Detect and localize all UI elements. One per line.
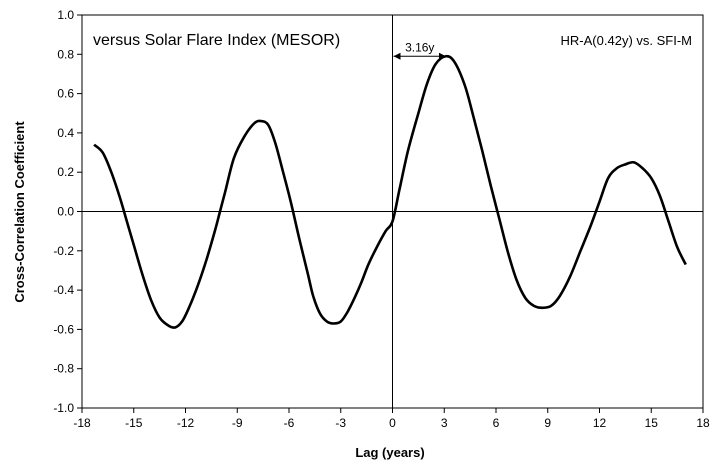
y-tick-label: 0.4 — [57, 126, 74, 140]
plot-layer — [93, 54, 687, 329]
y-tick-label: -0.2 — [53, 244, 74, 258]
axis-layer: -18 -15 -12 -9 -6 -3 0 3 6 9 12 15 18 1.0 0.8 0.6 0.4 0.2… — [53, 8, 710, 430]
x-axis-title: Lag (years) — [355, 445, 424, 460]
annotation-layer: versus Solar Flare Index (MESOR) HR-A(0.… — [12, 32, 692, 460]
series-label: HR-A(0.42y) vs. SFI-M — [561, 33, 692, 48]
x-tick-label: -12 — [177, 416, 195, 430]
y-tick-label: -0.4 — [53, 283, 74, 297]
y-tick-label: 0.0 — [57, 205, 74, 219]
x-tick-label: 15 — [645, 416, 659, 430]
x-tick-label: 18 — [696, 416, 710, 430]
x-tick-label: -18 — [73, 416, 91, 430]
y-tick-label: -0.6 — [53, 322, 74, 336]
x-tick-label: 0 — [389, 416, 396, 430]
y-tick-label: -1.0 — [53, 401, 74, 415]
x-tick-label: 3 — [441, 416, 448, 430]
y-tick-label: 1.0 — [57, 8, 74, 22]
y-axis-title: Cross-Correlation Coefficient — [12, 121, 27, 303]
y-tick-label: -0.8 — [53, 362, 74, 376]
lag-arrow-right-head — [439, 52, 447, 60]
x-tick-label: 9 — [544, 416, 551, 430]
y-tick-label: 0.8 — [57, 47, 74, 61]
y-tick-label: 0.6 — [57, 87, 74, 101]
x-tick-label: -15 — [125, 416, 143, 430]
y-tick-label: 0.2 — [57, 165, 74, 179]
cross-correlation-curve — [93, 54, 687, 329]
x-tick-label: -3 — [335, 416, 346, 430]
x-tick-label: -6 — [284, 416, 295, 430]
x-tick-label: -9 — [232, 416, 243, 430]
chart-title: versus Solar Flare Index (MESOR) — [93, 32, 340, 49]
lag-label: 3.16y — [405, 40, 434, 54]
lag-arrow-left-head — [393, 52, 401, 60]
x-tick-label: 12 — [593, 416, 607, 430]
x-tick-label: 6 — [493, 416, 500, 430]
